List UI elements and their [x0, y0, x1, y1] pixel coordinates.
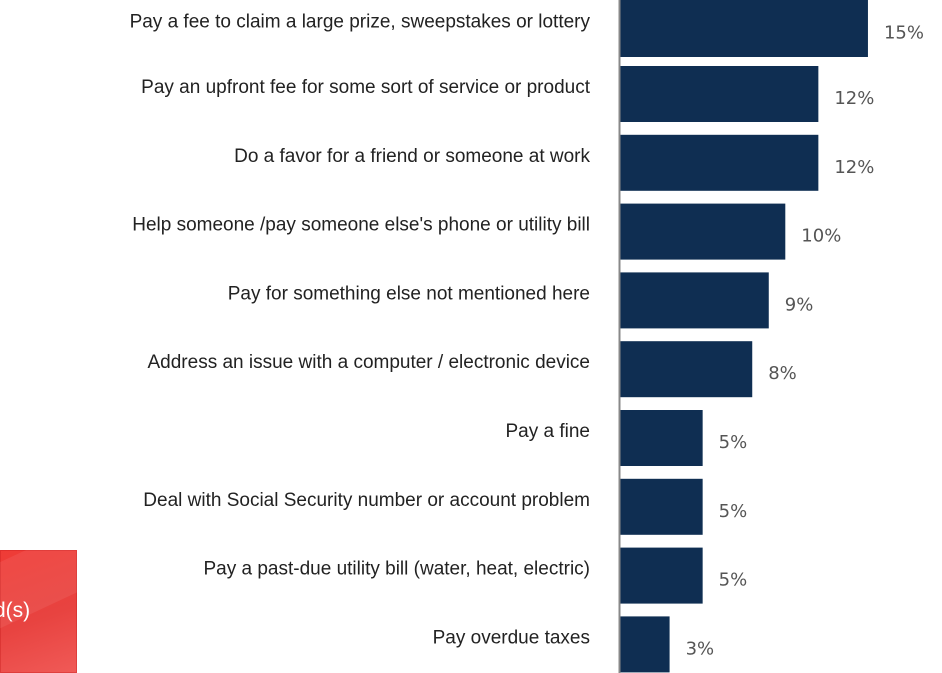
bar-9 — [620, 547, 703, 604]
bar-2 — [620, 66, 819, 122]
bar-10 — [620, 616, 670, 673]
category-label-3: Do a favor for a friend or someone at wo… — [234, 146, 590, 167]
bar-1 — [620, 0, 868, 57]
category-label-2: Pay an upfront fee for some sort of serv… — [141, 77, 591, 98]
bar-5 — [620, 272, 769, 329]
category-label-6: Address an issue with a computer / elect… — [148, 352, 591, 373]
category-label-1: Pay a fee to claim a large prize, sweeps… — [130, 12, 591, 33]
value-label-6: 8% — [768, 363, 797, 384]
category-label-8: Deal with Social Security number or acco… — [143, 490, 590, 511]
category-label-10: Pay overdue taxes — [433, 627, 590, 648]
value-label-9: 5% — [719, 570, 748, 591]
category-label-7: Pay a fine — [506, 421, 591, 442]
category-labels: Pay a fee to claim a large prize, sweeps… — [130, 12, 591, 649]
red-badge-text: d(s) — [0, 599, 31, 622]
value-label-10: 3% — [686, 638, 715, 659]
value-label-4: 10% — [801, 226, 841, 247]
bar-8 — [620, 478, 703, 535]
value-label-8: 5% — [719, 501, 748, 522]
value-label-7: 5% — [719, 432, 748, 453]
value-label-2: 12% — [834, 88, 874, 109]
category-label-9: Pay a past-due utility bill (water, heat… — [203, 559, 590, 580]
value-label-1: 15% — [884, 23, 924, 44]
category-label-5: Pay for something else not mentioned her… — [228, 283, 590, 304]
bar-7 — [620, 410, 703, 466]
bars — [620, 0, 868, 673]
value-label-3: 12% — [834, 157, 874, 178]
bar-3 — [620, 134, 819, 191]
category-label-4: Help someone /pay someone else's phone o… — [132, 215, 590, 236]
bar-4 — [620, 203, 786, 260]
value-labels: 15% 12% 12% 10% 9% 8% 5% 5% 5% 3% — [686, 23, 924, 660]
value-label-5: 9% — [785, 294, 814, 315]
red-badge[interactable]: d(s) — [0, 550, 77, 673]
bar-6 — [620, 341, 753, 398]
